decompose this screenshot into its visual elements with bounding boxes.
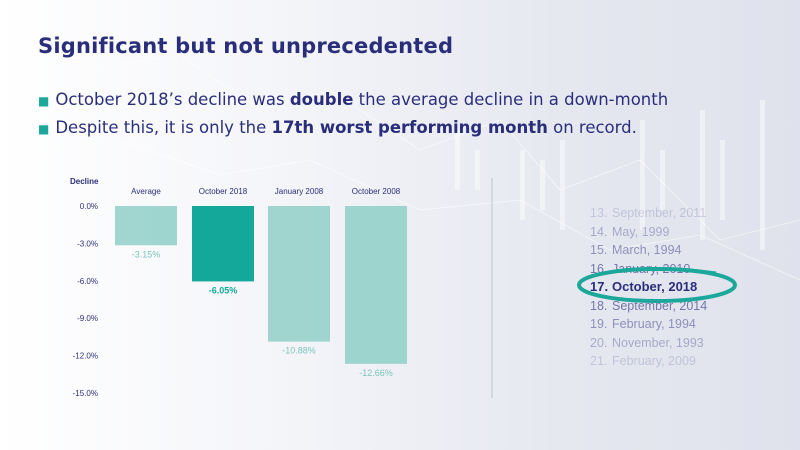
ranking-number: 15. (590, 243, 608, 257)
ranking-number: 17. (590, 279, 609, 294)
category-label: Average (131, 187, 161, 196)
y-tick-label: -3.0% (77, 239, 98, 248)
ranking-label: May, 1999 (612, 224, 670, 239)
ranking-number: 14. (590, 224, 608, 239)
ranking-number: 19. (590, 317, 608, 331)
y-tick-label: 0.0% (80, 202, 98, 211)
ranking-label: February, 2009 (612, 354, 696, 368)
ranking-label: February, 1994 (612, 317, 696, 331)
bullet-point: ■ October 2018’s decline was double the a… (38, 90, 669, 109)
page-title: Significant but not unprecedented (38, 34, 454, 58)
bullet-dot-icon: ■ (38, 94, 50, 108)
ranking-label: October, 2018 (612, 279, 698, 294)
ranking-number: 20. (590, 335, 608, 350)
bar-october-2008 (345, 206, 407, 364)
ranking-label: March, 1994 (612, 243, 682, 257)
ranking-number: 13. (590, 206, 608, 220)
ranking-item: 13. September, 2011 (590, 204, 707, 223)
ranking-item: 14. May, 1999 (590, 223, 707, 242)
bar-october-2018 (192, 206, 254, 282)
ranking-label: September, 2011 (612, 206, 707, 220)
y-tick-label: -15.0% (73, 389, 98, 398)
category-label: October 2018 (199, 187, 248, 196)
bullet-point: ■ Despite this, it is only the 17th worst… (38, 118, 637, 137)
ranking-item: 15. March, 1994 (590, 241, 707, 260)
y-tick-label: -12.0% (73, 352, 98, 361)
data-label: -10.88% (282, 346, 316, 356)
ranking-item: 21. February, 2009 (590, 352, 707, 371)
data-label: -3.15% (132, 249, 161, 259)
ranking-number: 21. (590, 354, 608, 368)
bar-january-2008 (268, 206, 330, 342)
data-label: -12.66% (359, 368, 393, 378)
bullet-dot-icon: ■ (38, 122, 50, 136)
y-axis-title: Decline (70, 177, 99, 186)
y-tick-label: -9.0% (77, 314, 98, 323)
ranking-item: 20. November, 1993 (590, 334, 707, 353)
ranking-item: 17. October, 2018 (590, 278, 707, 297)
highlight-circle (577, 266, 737, 303)
ranking-number: 18. (590, 298, 608, 313)
data-label: -6.05% (209, 285, 238, 295)
bar-average (115, 206, 177, 246)
category-label: October 2008 (352, 187, 401, 196)
category-label: January 2008 (275, 187, 324, 196)
ranking-item: 19. February, 1994 (590, 315, 707, 334)
y-tick-label: -6.0% (77, 277, 98, 286)
ranking-label: November, 1993 (612, 335, 704, 350)
